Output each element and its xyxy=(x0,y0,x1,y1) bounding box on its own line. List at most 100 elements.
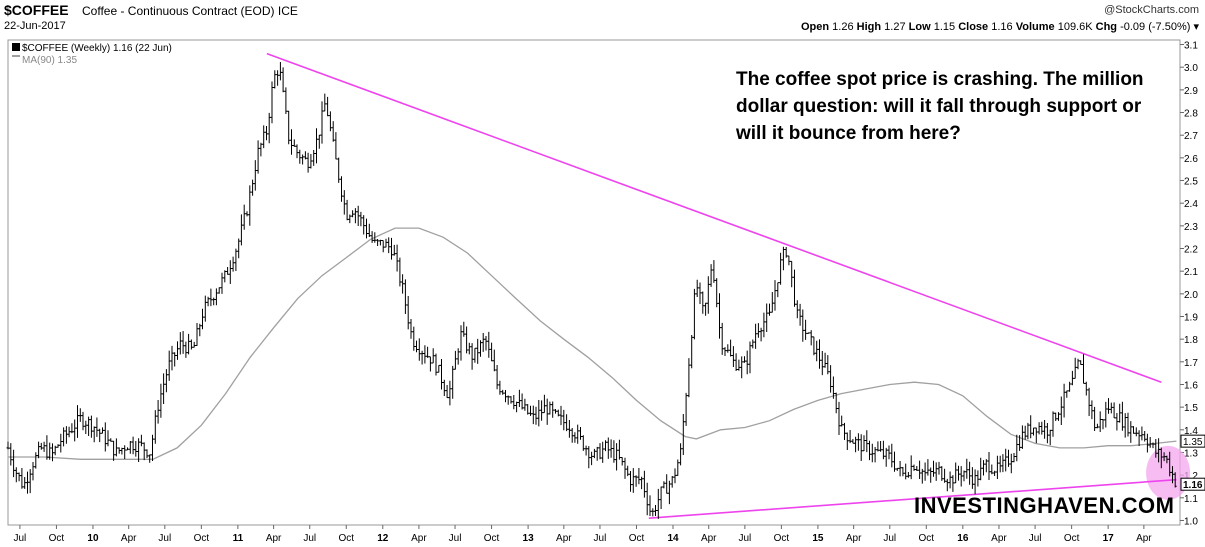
price-bar xyxy=(745,350,749,375)
price-bar xyxy=(290,129,293,155)
price-bar xyxy=(840,415,844,427)
price-bar xyxy=(754,323,758,349)
price-bar xyxy=(606,437,610,459)
price-bar xyxy=(173,352,177,367)
price-bar xyxy=(634,475,638,487)
price-bar xyxy=(48,442,52,460)
price-bar xyxy=(112,440,116,461)
x-tick-label: Jul xyxy=(158,533,171,544)
legend-swatch xyxy=(12,43,20,51)
price-bar xyxy=(1004,448,1008,472)
stockcharts-brand[interactable]: @StockCharts.com xyxy=(1104,4,1199,16)
price-bar xyxy=(298,149,302,164)
price-bar xyxy=(1059,396,1063,425)
price-bar xyxy=(940,466,944,481)
price-bar xyxy=(642,470,646,498)
price-bar xyxy=(462,321,466,337)
price-bar xyxy=(915,466,919,471)
price-bar xyxy=(592,448,596,459)
price-bar xyxy=(434,353,438,376)
price-bar xyxy=(351,210,355,218)
price-bar xyxy=(554,409,557,414)
price-bar xyxy=(868,440,871,461)
price-bar xyxy=(787,255,791,266)
price-bar xyxy=(951,475,955,492)
price-bar xyxy=(139,434,143,447)
price-bar xyxy=(1159,447,1163,469)
close-value: 1.16 xyxy=(991,21,1013,33)
x-tick-label: Apr xyxy=(266,533,282,544)
price-bar xyxy=(692,288,696,340)
trendline-resistance xyxy=(266,52,1162,383)
price-bar xyxy=(901,467,905,477)
x-tick-label: Oct xyxy=(338,533,354,544)
y-tick-label: 2.2 xyxy=(1184,245,1198,256)
price-bar xyxy=(1057,412,1060,421)
price-bar xyxy=(98,428,102,443)
legend-label: $COFFEE (Weekly) 1.16 (22 Jun) xyxy=(22,43,172,54)
price-bar xyxy=(120,447,124,455)
price-bar xyxy=(1087,387,1091,416)
price-bar xyxy=(506,395,510,405)
price-bar xyxy=(1148,437,1152,448)
price-bar xyxy=(181,331,185,354)
price-bar xyxy=(387,237,391,254)
y-tick-label: 2.5 xyxy=(1184,177,1198,188)
price-bar xyxy=(993,470,997,476)
plot-area xyxy=(7,39,1181,526)
price-bar xyxy=(1140,426,1144,441)
price-bar xyxy=(403,279,407,314)
price-bar xyxy=(167,350,171,381)
price-bar xyxy=(759,327,763,342)
price-bar xyxy=(234,248,238,271)
price-bar xyxy=(365,218,368,239)
price-bar xyxy=(6,441,10,450)
price-bar xyxy=(520,393,524,410)
price-bar xyxy=(706,276,710,314)
price-bar xyxy=(709,264,713,287)
price-bar xyxy=(898,461,902,477)
x-tick-label: 15 xyxy=(812,533,824,544)
price-bar xyxy=(1012,453,1016,463)
price-bar xyxy=(1082,354,1085,384)
price-bar xyxy=(723,347,727,356)
price-bar xyxy=(818,339,821,369)
price-bar xyxy=(248,185,252,226)
y-tick-label: 2.3 xyxy=(1184,222,1198,233)
price-bar xyxy=(315,128,318,164)
price-bar xyxy=(987,452,991,480)
price-bar xyxy=(959,466,963,487)
last-value-box xyxy=(1180,477,1205,491)
price-bar xyxy=(217,287,221,294)
price-bar xyxy=(70,423,74,434)
price-bar xyxy=(428,356,432,372)
price-bar xyxy=(659,486,663,509)
y-tick-label: 2.0 xyxy=(1184,290,1198,301)
price-bar xyxy=(567,420,571,438)
price-bar xyxy=(176,341,179,360)
price-bar xyxy=(881,440,885,460)
price-bar xyxy=(856,433,860,451)
price-bar xyxy=(1093,406,1097,431)
price-bar xyxy=(256,140,260,174)
price-bar xyxy=(192,341,196,348)
price-bar xyxy=(834,392,838,414)
price-bar xyxy=(214,288,218,306)
price-bar xyxy=(9,443,13,466)
price-bar xyxy=(1151,442,1155,449)
price-bar xyxy=(1073,357,1077,379)
price-bar xyxy=(734,353,738,371)
price-bar xyxy=(228,260,232,284)
price-bar xyxy=(59,433,63,453)
chevron-down-icon[interactable]: ▾ xyxy=(1193,21,1199,33)
price-bar xyxy=(309,154,313,169)
price-bar xyxy=(968,461,972,485)
price-bar xyxy=(954,462,958,484)
price-bar xyxy=(101,427,104,434)
price-bar xyxy=(715,278,719,308)
price-bar xyxy=(948,471,952,489)
price-bar xyxy=(209,288,213,307)
x-tick-label: Oct xyxy=(484,533,500,544)
price-bar xyxy=(1168,451,1172,477)
